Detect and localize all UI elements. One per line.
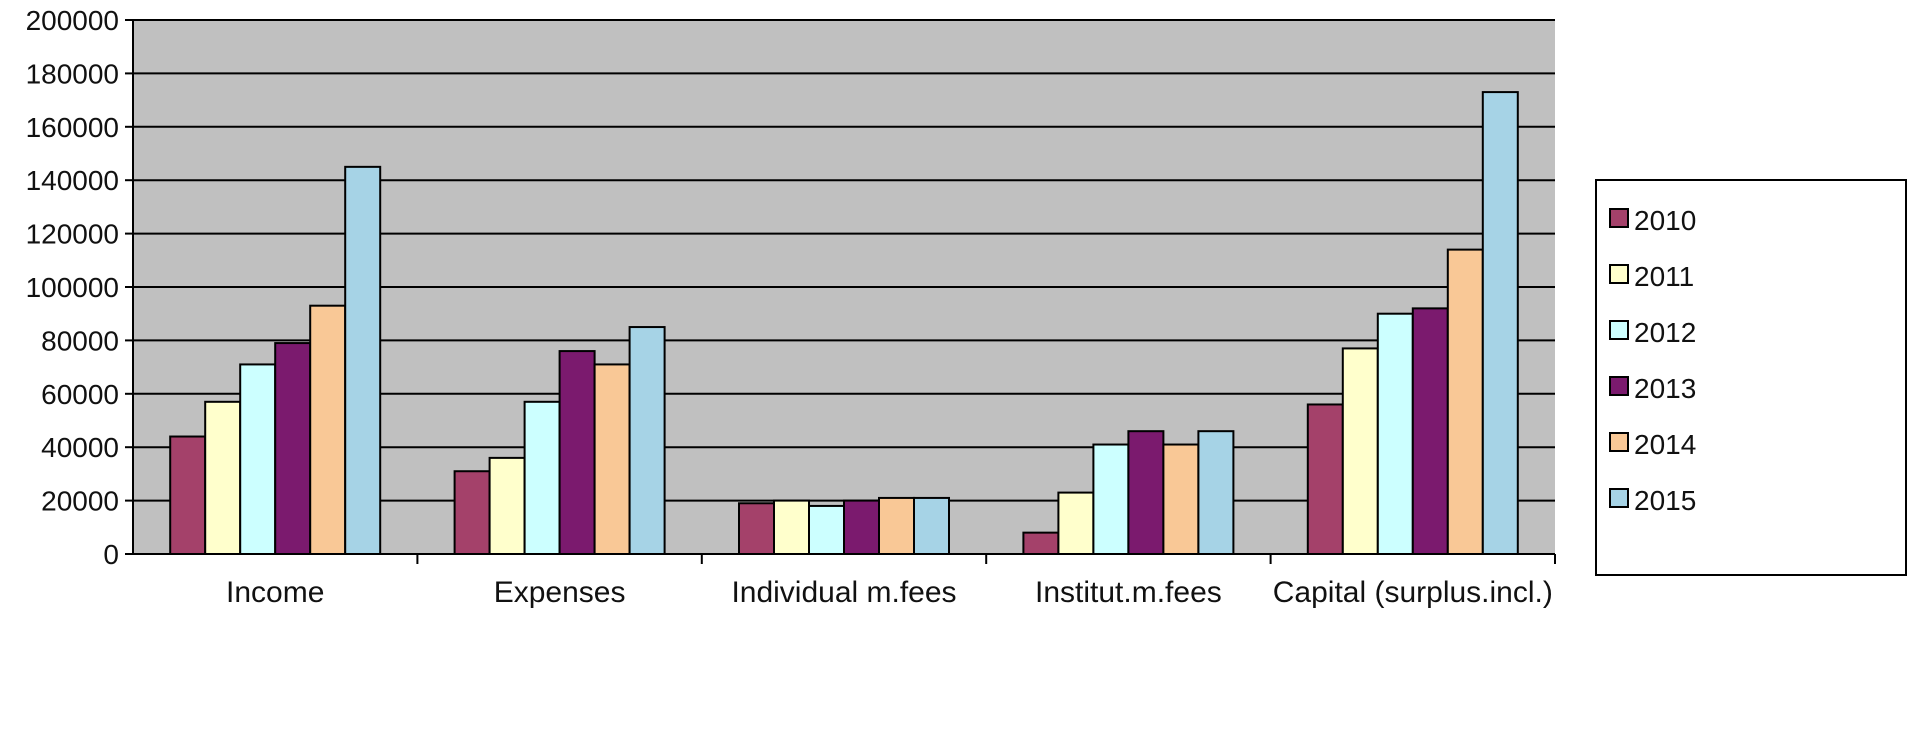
bar-2010-0 xyxy=(169,435,207,555)
legend-label: 2014 xyxy=(1634,429,1696,460)
y-tick-labels: 0 20000 40000 60000 80000 100000 120000 140000 1… xyxy=(26,5,119,570)
bar-2015-4 xyxy=(1481,91,1519,555)
bar-2012-2 xyxy=(808,504,845,556)
legend-swatch xyxy=(1609,320,1629,340)
y-tick-label: 120000 xyxy=(26,219,119,250)
bar-2015-0 xyxy=(344,165,382,555)
bar-2013-1 xyxy=(558,350,596,555)
bar-2011-3 xyxy=(1057,491,1095,555)
bar-2013-0 xyxy=(274,342,312,555)
x-category-label: Income xyxy=(226,576,324,609)
bar-2014-4 xyxy=(1446,248,1484,555)
legend-label: 2013 xyxy=(1634,373,1696,404)
y-tick-label: 180000 xyxy=(26,58,119,89)
bar-2011-0 xyxy=(204,400,242,555)
y-tick-label: 80000 xyxy=(41,325,119,356)
bar-2012-0 xyxy=(239,363,277,555)
legend: 2010 2011 2012 2013 2014 2015 xyxy=(1595,179,1907,576)
legend-label: 2010 xyxy=(1634,205,1696,236)
y-tick-label: 100000 xyxy=(26,272,119,303)
y-tick-label: 140000 xyxy=(26,165,119,196)
bar-2012-4 xyxy=(1376,312,1414,556)
y-tick-label: 40000 xyxy=(41,432,119,463)
bar-2011-4 xyxy=(1341,347,1379,555)
bars xyxy=(169,91,1519,556)
bar-2015-1 xyxy=(628,326,666,555)
legend-box xyxy=(1595,179,1907,576)
bar-2013-2 xyxy=(843,499,880,556)
bar-2015-3 xyxy=(1197,430,1235,555)
bar-2010-4 xyxy=(1306,403,1344,556)
bar-2012-3 xyxy=(1092,443,1130,555)
legend-label: 2011 xyxy=(1634,261,1694,292)
bar-2014-3 xyxy=(1162,443,1200,555)
bar-2014-2 xyxy=(878,496,915,555)
x-category-labels: Income Expenses Individual m.fees Institut.… xyxy=(226,576,1553,609)
legend-swatch xyxy=(1609,264,1629,284)
y-tick-label: 200000 xyxy=(26,5,119,36)
bar-2011-1 xyxy=(488,456,526,556)
y-tick-label: 0 xyxy=(103,539,119,570)
bar-2014-0 xyxy=(309,304,347,555)
legend-swatch xyxy=(1609,488,1629,508)
legend-swatch xyxy=(1609,376,1629,396)
bar-2014-1 xyxy=(593,363,631,555)
y-tick-label: 60000 xyxy=(41,379,119,410)
legend-swatch xyxy=(1609,208,1629,228)
bar-2010-3 xyxy=(1022,531,1060,556)
y-tick-label: 20000 xyxy=(41,486,119,517)
legend-label: 2015 xyxy=(1634,485,1696,516)
bar-2013-4 xyxy=(1411,307,1449,555)
bar-2012-1 xyxy=(523,400,561,555)
x-category-label: Institut.m.fees xyxy=(1035,576,1222,609)
bar-2013-3 xyxy=(1127,430,1165,555)
legend-label: 2012 xyxy=(1634,317,1696,348)
x-category-label: Capital (surplus.incl.) xyxy=(1273,576,1553,609)
x-category-label: Individual m.fees xyxy=(731,576,956,609)
bar-2015-2 xyxy=(913,496,950,555)
bar-2010-1 xyxy=(453,470,491,556)
bar-2010-2 xyxy=(738,502,775,555)
bar-2011-2 xyxy=(773,499,810,556)
legend-swatch xyxy=(1609,432,1629,452)
axes xyxy=(125,19,1556,564)
y-tick-label: 160000 xyxy=(26,112,119,143)
x-category-label: Expenses xyxy=(494,576,626,609)
